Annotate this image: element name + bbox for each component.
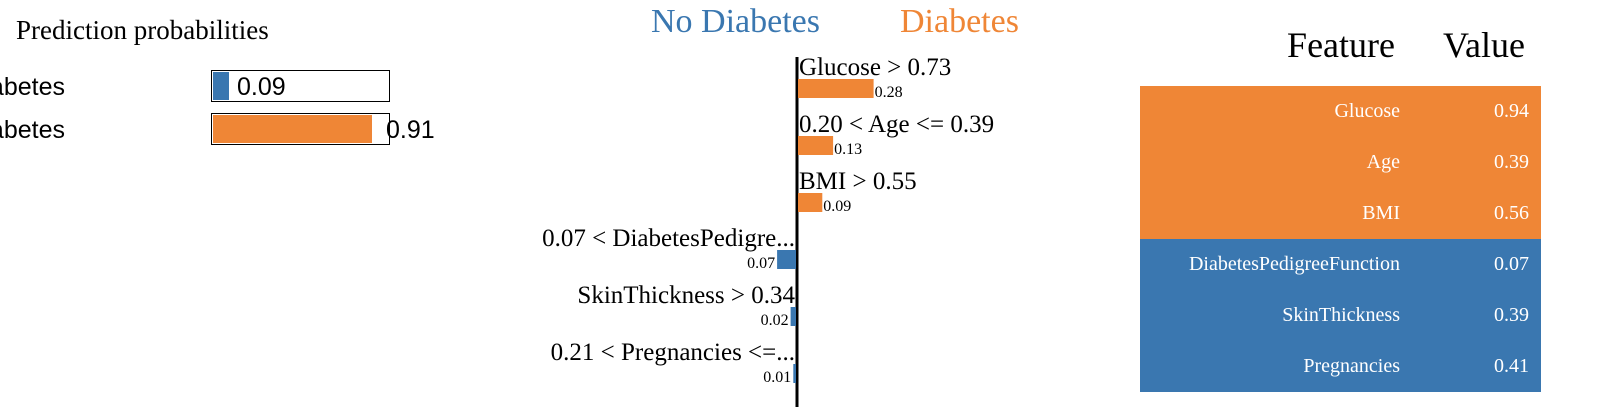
feature-name-cell: BMI xyxy=(1362,202,1400,224)
feature-name-cell: SkinThickness xyxy=(1282,304,1400,326)
table-row: Glucose 0.94 xyxy=(1140,86,1541,137)
feature-value-table: Feature Value Glucose 0.94 Age 0.39 BMI 0.56 D… xyxy=(1140,0,1541,412)
table-body: Glucose 0.94 Age 0.39 BMI 0.56 DiabetesPedigre… xyxy=(1140,86,1541,392)
table-row: SkinThickness 0.39 xyxy=(1140,290,1541,341)
feature-name-cell: Age xyxy=(1366,151,1400,173)
feature-name-cell: Glucose xyxy=(1334,100,1400,122)
explanation-bars: Glucose > 0.73 0.28 0.20 < Age <= 0.39 0.13… xyxy=(542,54,994,407)
proba-value-no-diabetes: 0.09 xyxy=(237,73,286,101)
table-header-value: Value xyxy=(1443,25,1525,65)
feature-value-cell: 0.94 xyxy=(1494,100,1529,122)
feature-condition-label: 0.21 < Pregnancies <=... xyxy=(551,339,795,366)
feature-name-cell: Pregnancies xyxy=(1303,355,1400,377)
prediction-probabilities-panel: Prediction probabilities No Diabetes 0.0… xyxy=(0,0,480,412)
feature-value-cell: 0.56 xyxy=(1494,202,1529,224)
negative-class-header: No Diabetes xyxy=(650,3,820,40)
table-row: DiabetesPedigreeFunction 0.07 xyxy=(1140,239,1541,290)
feature-condition-label: 0.07 < DiabetesPedigre... xyxy=(542,225,795,252)
contribution-bar xyxy=(798,136,834,155)
proba-bar-diabetes xyxy=(213,115,372,143)
explanation-chart: No Diabetes Diabetes Glucose > 0.73 0.28 0… xyxy=(480,0,1120,412)
prediction-probabilities-title: Prediction probabilities xyxy=(16,15,269,45)
contribution-bar xyxy=(798,79,874,98)
feature-condition-label: SkinThickness > 0.34 xyxy=(577,282,795,309)
contribution-bar xyxy=(790,307,796,326)
proba-bar-no-diabetes xyxy=(213,72,229,100)
proba-bar-frame-diabetes xyxy=(211,113,390,145)
feature-value-cell: 0.39 xyxy=(1494,304,1529,326)
proba-label-diabetes: Diabetes xyxy=(0,116,65,144)
contribution-value-label: 0.13 xyxy=(834,141,862,158)
table-header-feature: Feature xyxy=(1287,25,1395,65)
contribution-value-label: 0.02 xyxy=(761,312,789,329)
proba-bar-frame-no-diabetes xyxy=(211,70,390,102)
feature-name-cell: DiabetesPedigreeFunction xyxy=(1188,253,1400,275)
contribution-value-label: 0.07 xyxy=(747,255,775,272)
positive-class-header: Diabetes xyxy=(900,3,1019,40)
contribution-bar xyxy=(798,193,823,212)
feature-condition-label: BMI > 0.55 xyxy=(799,168,917,195)
feature-condition-label: 0.20 < Age <= 0.39 xyxy=(799,111,994,138)
contribution-bar xyxy=(777,250,796,269)
table-row: Pregnancies 0.41 xyxy=(1140,341,1541,392)
feature-value-cell: 0.07 xyxy=(1494,253,1529,275)
proba-value-diabetes: 0.91 xyxy=(386,116,435,144)
contribution-value-label: 0.28 xyxy=(875,84,903,101)
feature-value-cell: 0.41 xyxy=(1494,355,1529,377)
feature-condition-label: Glucose > 0.73 xyxy=(799,54,951,81)
feature-value-cell: 0.39 xyxy=(1494,151,1529,173)
contribution-bar xyxy=(793,364,796,383)
table-row: BMI 0.56 xyxy=(1140,188,1541,239)
contribution-value-label: 0.01 xyxy=(763,369,791,386)
table-row: Age 0.39 xyxy=(1140,137,1541,188)
contribution-value-label: 0.09 xyxy=(823,198,851,215)
proba-label-no-diabetes: No Diabetes xyxy=(0,73,65,101)
